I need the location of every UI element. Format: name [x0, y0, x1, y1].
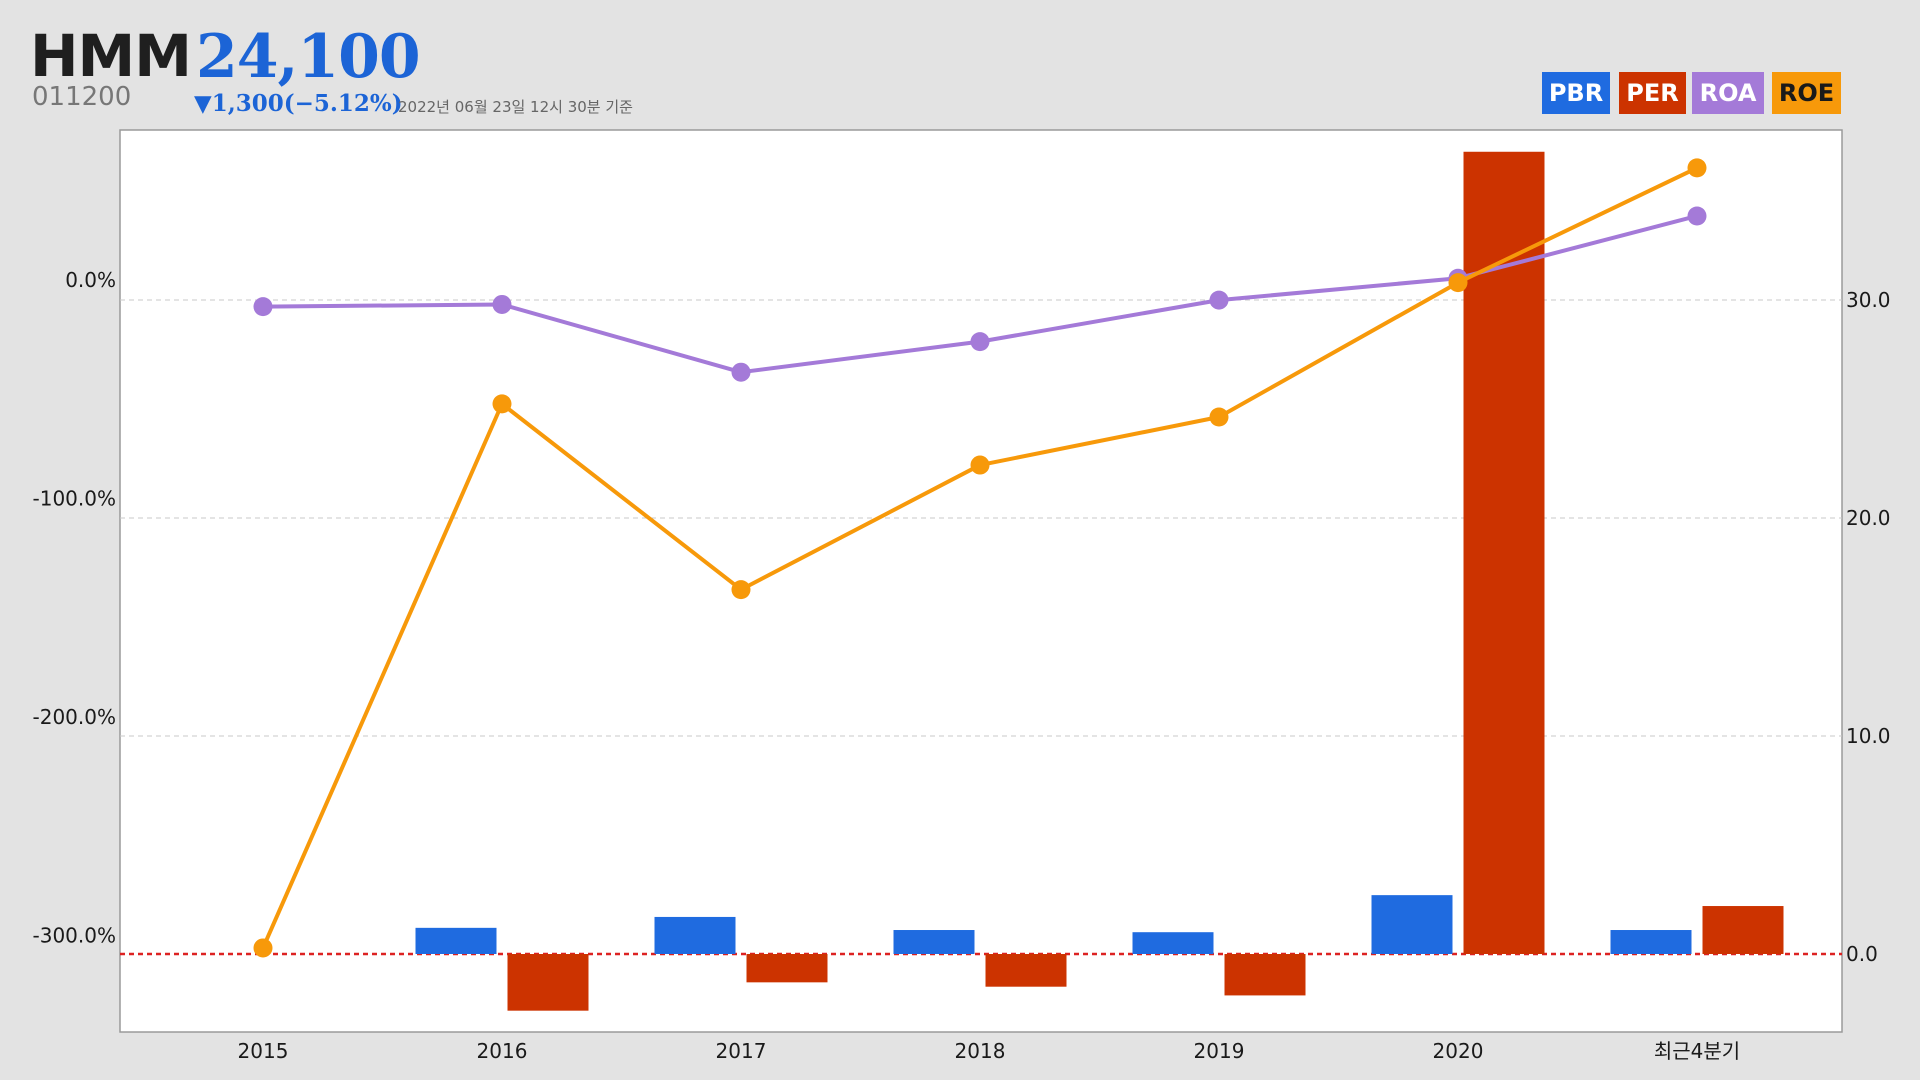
- point-roa: [970, 332, 990, 352]
- bar-per: [507, 954, 589, 1011]
- point-roa: [1687, 206, 1707, 226]
- left-axis-tick-label: 0.0%: [65, 268, 116, 292]
- point-roe: [731, 580, 751, 600]
- point-roe: [1209, 407, 1229, 427]
- bar-pbr: [1132, 932, 1214, 954]
- right-axis-tick-label: 10.0: [1846, 724, 1891, 748]
- point-roe: [492, 394, 512, 414]
- x-axis-tick-label: 2018: [955, 1039, 1006, 1063]
- point-roe: [253, 938, 273, 958]
- x-axis-tick-label: 2019: [1194, 1039, 1245, 1063]
- bar-per: [985, 954, 1067, 987]
- point-roe: [1448, 273, 1468, 293]
- x-axis-tick-label: 2017: [716, 1039, 767, 1063]
- point-roe: [970, 455, 990, 475]
- timestamp: 2022년 06월 23일 12시 30분 기준: [398, 98, 633, 116]
- bar-per: [1702, 906, 1784, 954]
- x-axis-tick-label: 최근4분기: [1654, 1039, 1740, 1063]
- point-roa: [731, 362, 751, 382]
- stock-name: HMM: [30, 22, 192, 90]
- left-axis-tick-label: -200.0%: [33, 705, 116, 729]
- bar-pbr: [1371, 895, 1453, 954]
- legend-roe[interactable]: ROE: [1772, 72, 1841, 114]
- bar-pbr: [654, 916, 736, 954]
- legend-roa[interactable]: ROA: [1692, 72, 1764, 114]
- point-roe: [1687, 158, 1707, 178]
- x-axis-tick-label: 2015: [238, 1039, 289, 1063]
- right-axis-tick-label: 0.0: [1846, 942, 1878, 966]
- legend-pbr[interactable]: PBR: [1542, 72, 1610, 114]
- left-axis-tick-label: -100.0%: [33, 487, 116, 511]
- stock-code: 011200: [32, 82, 132, 112]
- stock-price: 24,100: [196, 22, 421, 92]
- point-roa: [1209, 290, 1229, 310]
- bar-pbr: [1610, 930, 1692, 954]
- right-axis-tick-label: 30.0: [1846, 288, 1891, 312]
- bar-pbr: [893, 930, 975, 954]
- bar-per: [1463, 151, 1545, 954]
- point-roa: [492, 294, 512, 314]
- x-axis-tick-label: 2020: [1433, 1039, 1484, 1063]
- left-axis-tick-label: -300.0%: [33, 924, 116, 948]
- x-axis-tick-label: 2016: [477, 1039, 528, 1063]
- plot-area: [119, 129, 1843, 1033]
- price-change: ▼1,300(−5.12%): [194, 90, 403, 117]
- bar-pbr: [415, 927, 497, 954]
- legend-per[interactable]: PER: [1619, 72, 1686, 114]
- bar-per: [746, 954, 828, 983]
- bar-per: [1224, 954, 1306, 996]
- right-axis-tick-label: 20.0: [1846, 506, 1891, 530]
- point-roa: [253, 297, 273, 317]
